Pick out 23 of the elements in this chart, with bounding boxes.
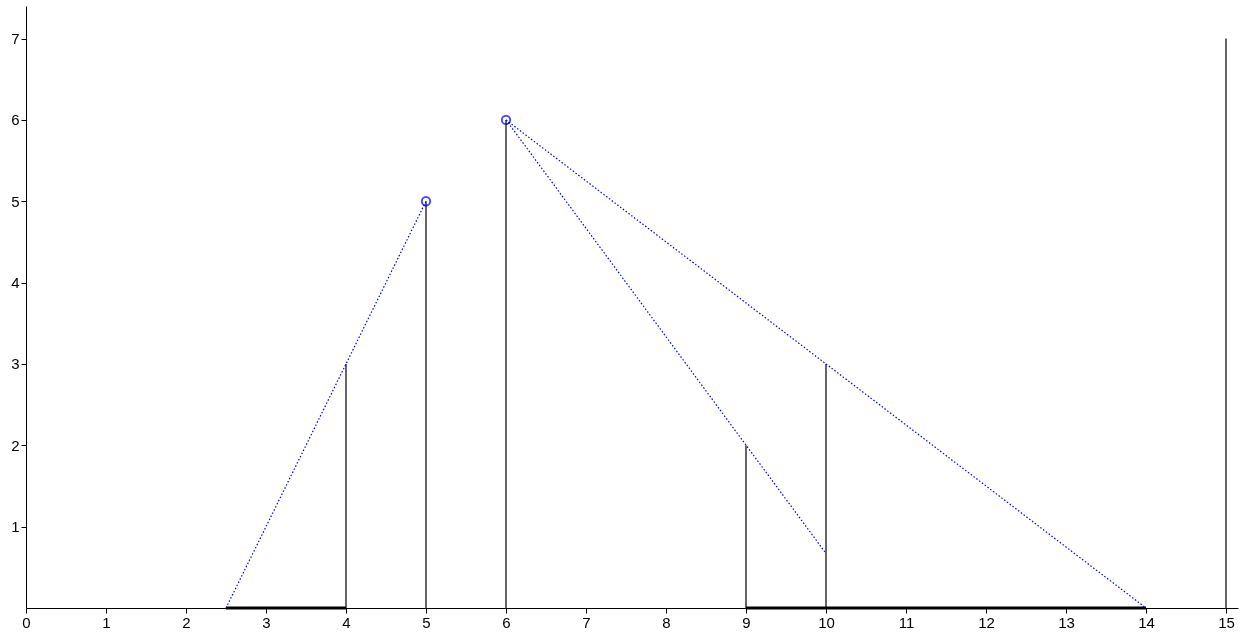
x-tick-label: 2 (182, 613, 191, 631)
x-tick-label: 0 (22, 613, 31, 631)
y-tick-label: 7 (11, 30, 20, 48)
x-tick-label: 3 (262, 613, 271, 631)
x-tick-label: 9 (742, 613, 751, 631)
y-tick-label: 6 (11, 111, 20, 129)
y-tick-label: 3 (11, 355, 20, 373)
y-tick-label: 4 (11, 274, 20, 292)
x-tick-label: 12 (978, 613, 995, 631)
y-tick-label: 1 (11, 518, 20, 536)
x-tick-label: 8 (662, 613, 671, 631)
y-tick-label: 5 (11, 192, 20, 210)
x-tick-label: 10 (818, 613, 835, 631)
x-tick-label: 15 (1218, 613, 1235, 631)
x-tick-label: 11 (898, 613, 915, 631)
x-tick-label: 1 (102, 613, 111, 631)
x-tick-label: 6 (502, 613, 511, 631)
x-tick-label: 14 (1138, 613, 1155, 631)
x-tick-label: 4 (342, 613, 351, 631)
x-tick-label: 7 (582, 613, 591, 631)
x-tick-label: 5 (422, 613, 431, 631)
x-tick-label: 13 (1058, 613, 1075, 631)
y-tick-label: 2 (11, 436, 20, 454)
